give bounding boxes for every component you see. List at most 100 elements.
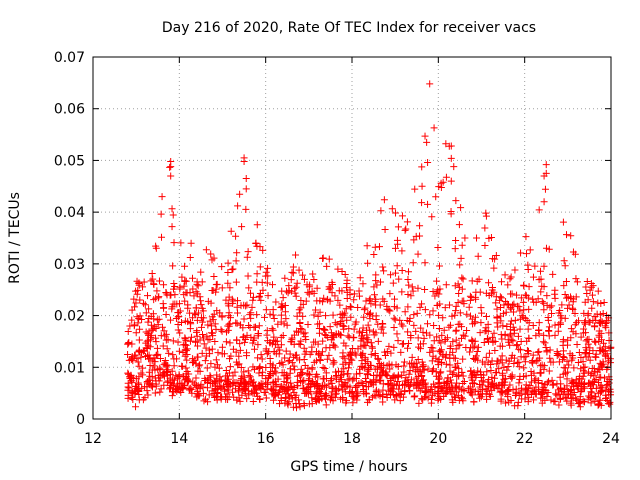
data-point: [536, 369, 544, 377]
data-point: [236, 346, 244, 354]
data-point: [401, 226, 409, 234]
data-point: [428, 213, 436, 221]
data-point: [199, 307, 207, 315]
data-point: [374, 355, 382, 363]
data-point: [145, 305, 153, 313]
data-point: [350, 325, 358, 333]
data-point: [338, 386, 346, 394]
data-point: [556, 373, 564, 381]
data-point: [358, 357, 366, 365]
data-point: [421, 306, 429, 314]
data-point: [139, 299, 147, 307]
data-point: [404, 268, 412, 276]
data-point: [124, 351, 132, 359]
data-point: [152, 382, 160, 390]
data-point: [569, 306, 577, 314]
data-point: [210, 310, 218, 318]
data-point: [474, 356, 482, 364]
data-point: [463, 310, 471, 318]
data-point: [485, 279, 493, 287]
data-point: [497, 317, 505, 325]
data-point: [558, 301, 566, 309]
data-point: [576, 372, 584, 380]
data-point: [172, 372, 180, 380]
data-point: [226, 314, 234, 322]
data-point: [264, 264, 272, 272]
data-point: [495, 365, 503, 373]
data-point: [317, 351, 325, 359]
data-point: [162, 289, 170, 297]
data-point: [264, 292, 272, 300]
data-point: [269, 378, 277, 386]
data-point: [249, 378, 257, 386]
data-point: [235, 352, 243, 360]
data-point: [388, 205, 396, 213]
data-point: [451, 311, 459, 319]
data-point: [372, 376, 380, 384]
data-point: [152, 242, 160, 250]
data-point: [320, 393, 328, 401]
data-point: [592, 316, 600, 324]
data-point: [259, 368, 267, 376]
data-point: [561, 262, 569, 270]
data-point: [526, 246, 534, 254]
data-point: [601, 351, 609, 359]
data-point: [462, 344, 470, 352]
data-point: [197, 301, 205, 309]
data-point: [253, 270, 261, 278]
data-point: [229, 380, 237, 388]
data-point: [284, 385, 292, 393]
data-point: [476, 368, 484, 376]
data-point: [233, 336, 241, 344]
data-point: [193, 328, 201, 336]
data-point: [574, 358, 582, 366]
data-point: [263, 279, 271, 287]
data-point: [356, 274, 364, 282]
data-point: [361, 304, 369, 312]
data-point: [263, 379, 271, 387]
data-point: [302, 336, 310, 344]
data-point: [342, 342, 350, 350]
data-point: [142, 309, 150, 317]
data-point: [430, 337, 438, 345]
data-point: [459, 379, 467, 387]
data-point: [342, 305, 350, 313]
data-point: [544, 388, 552, 396]
data-point: [496, 312, 504, 320]
data-point: [531, 390, 539, 398]
data-point: [387, 386, 395, 394]
data-point: [166, 385, 174, 393]
data-point: [354, 303, 362, 311]
data-point: [321, 326, 329, 334]
data-point: [283, 321, 291, 329]
data-point: [412, 327, 420, 335]
axis-ticks: [92, 56, 612, 420]
data-point: [448, 390, 456, 398]
data-point: [155, 293, 163, 301]
data-point: [316, 308, 324, 316]
data-point: [186, 289, 194, 297]
data-point: [581, 320, 589, 328]
data-point: [577, 387, 585, 395]
data-point: [255, 381, 263, 389]
data-point: [208, 329, 216, 337]
data-point: [296, 319, 304, 327]
data-point: [305, 371, 313, 379]
data-point: [143, 337, 151, 345]
data-point: [546, 354, 554, 362]
data-point: [355, 329, 363, 337]
data-point: [262, 306, 270, 314]
data-point: [492, 382, 500, 390]
data-point: [431, 390, 439, 398]
data-point: [324, 333, 332, 341]
data-point: [395, 275, 403, 283]
data-point: [465, 303, 473, 311]
data-point: [160, 327, 168, 335]
data-point: [543, 393, 551, 401]
data-point: [363, 334, 371, 342]
data-point: [507, 330, 515, 338]
data-point: [457, 204, 465, 212]
data-point: [169, 262, 177, 270]
data-point: [474, 387, 482, 395]
data-point: [209, 316, 217, 324]
